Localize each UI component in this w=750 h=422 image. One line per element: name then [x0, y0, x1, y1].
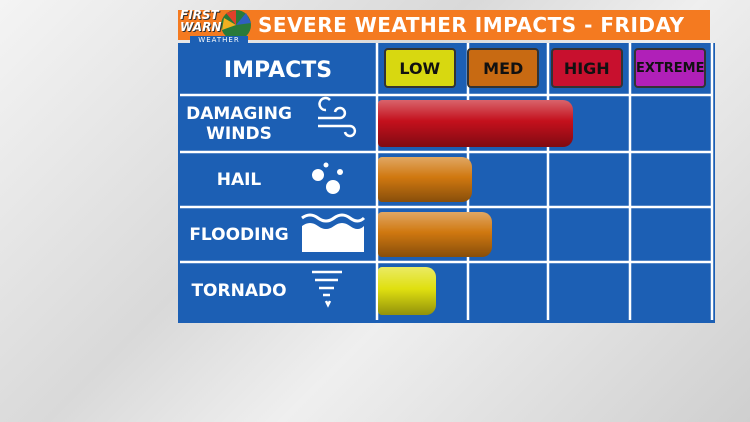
- logo: FIRST WARN: [221, 10, 251, 40]
- y-header: IMPACTS: [223, 58, 333, 83]
- bar: [378, 100, 573, 147]
- bar: [378, 267, 436, 315]
- logo-label: FIRST WARN: [180, 8, 222, 34]
- bar: [378, 212, 493, 257]
- y-tick-label: DAMAGING WINDS: [186, 103, 292, 144]
- title-bar: [178, 10, 710, 40]
- logo-subtext: WEATHER: [190, 36, 248, 44]
- x-tick-label: HIGH: [550, 48, 623, 88]
- y-tick-label: FLOODING: [189, 224, 289, 245]
- y-tick-label: HAIL: [216, 169, 262, 190]
- x-tick-label: MED: [467, 48, 540, 88]
- x-tick-label: EXTREME: [634, 48, 707, 88]
- y-tick-label: TORNADO: [191, 281, 287, 301]
- x-tick-label: LOW: [383, 48, 456, 88]
- bar: [378, 157, 472, 202]
- chart-title: SEVERE WEATHER IMPACTS - FRIDAY: [258, 13, 685, 37]
